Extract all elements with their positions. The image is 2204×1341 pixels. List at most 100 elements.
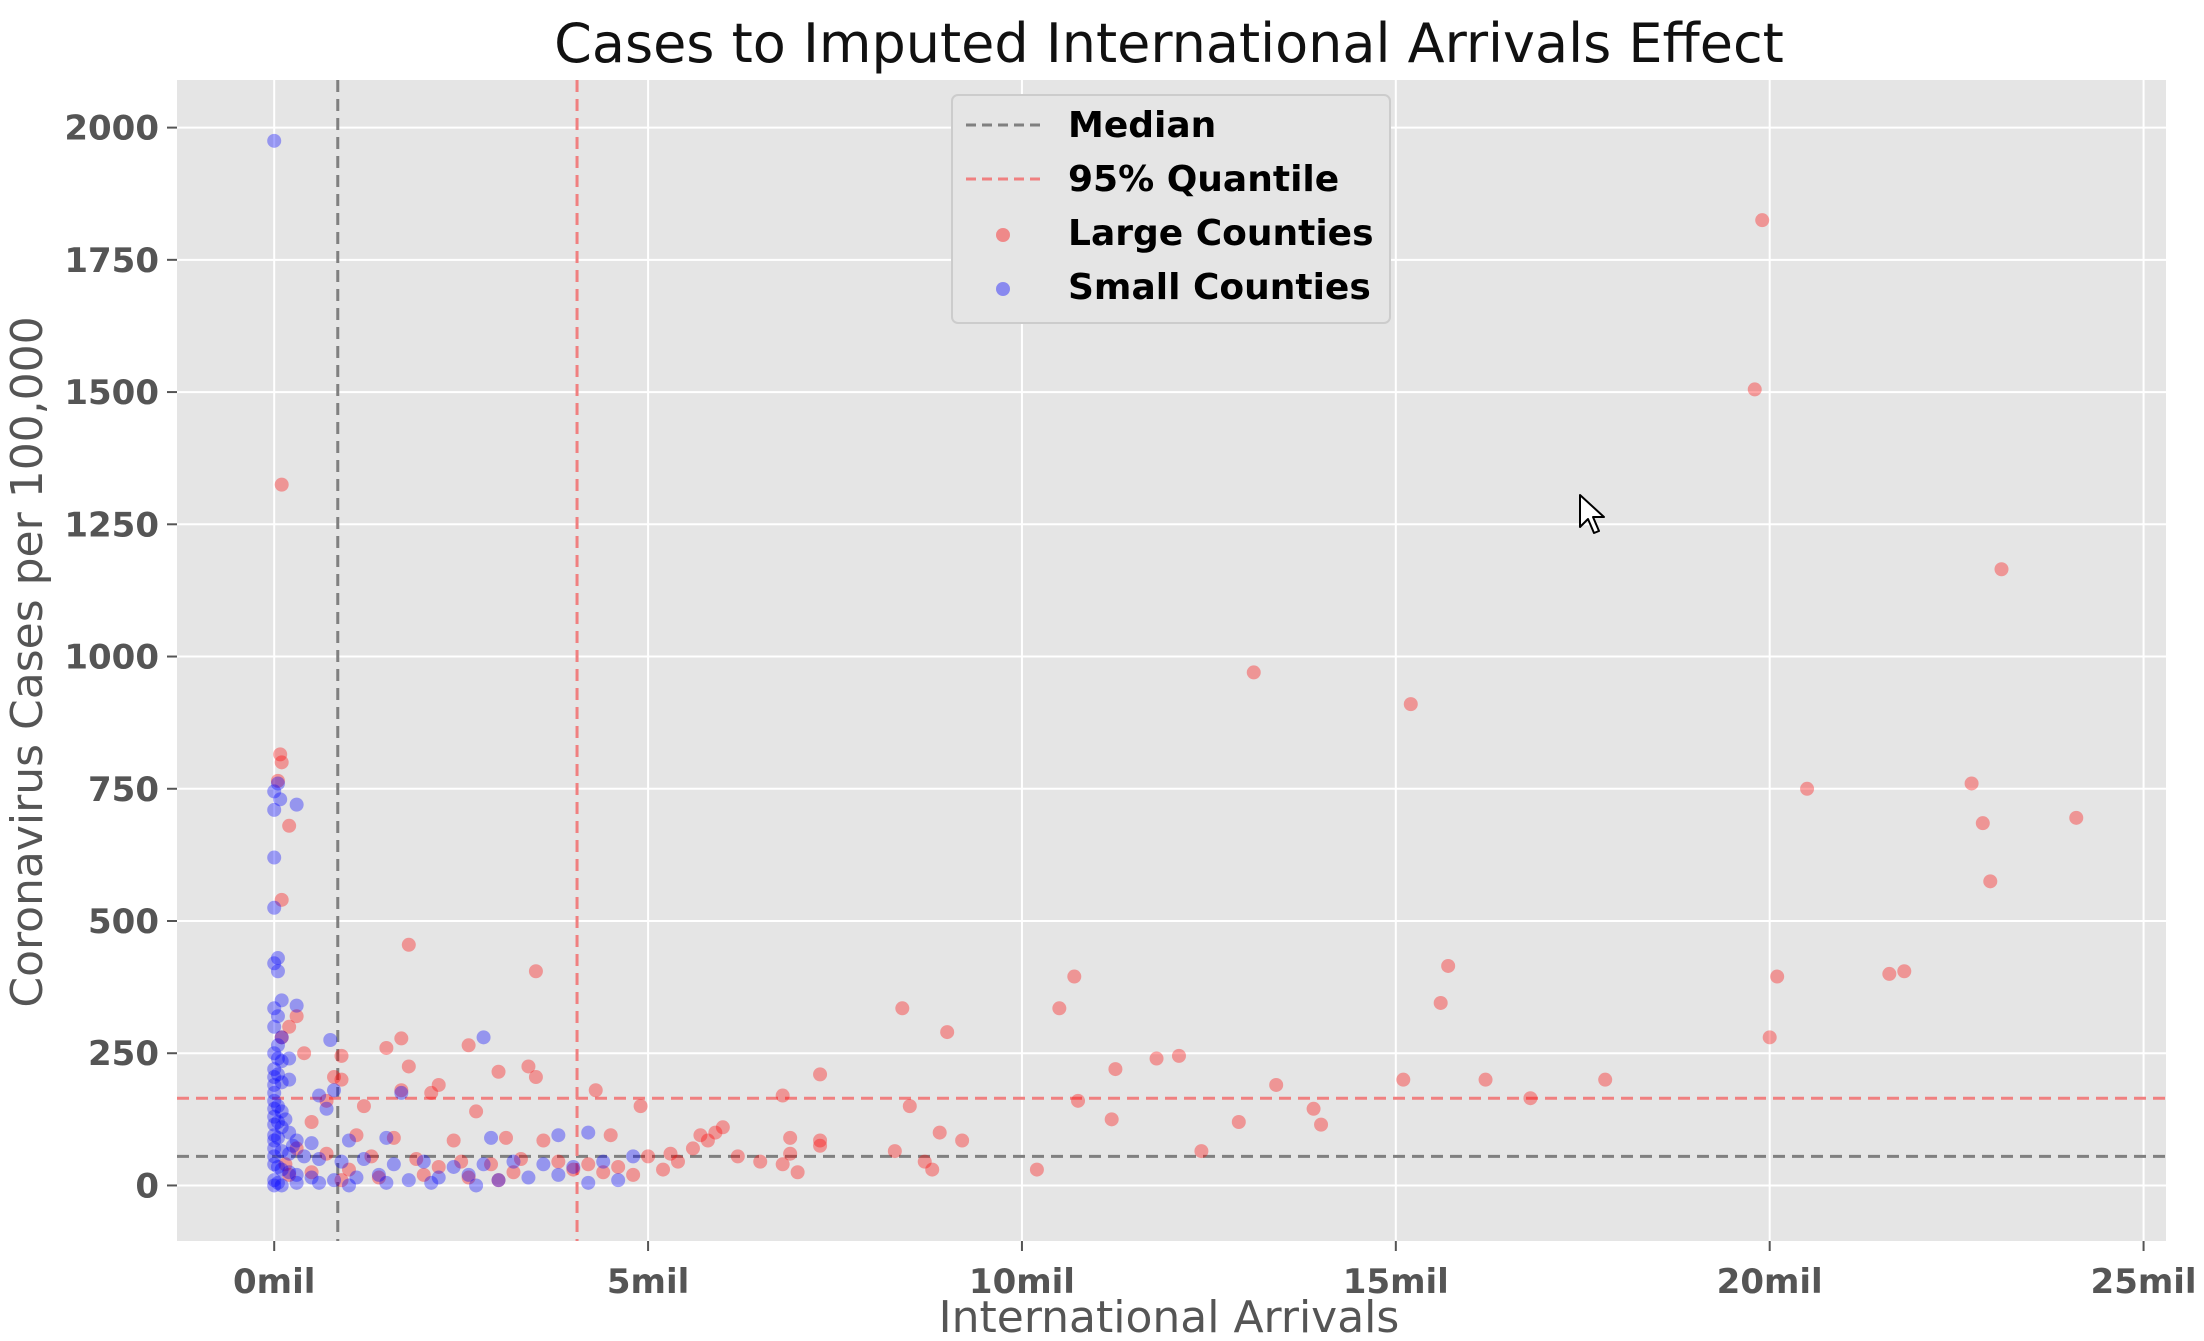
data-point — [267, 900, 282, 915]
data-point — [297, 1149, 312, 1164]
data-point — [270, 1067, 285, 1082]
data-point — [282, 1146, 297, 1161]
data-point — [270, 1009, 285, 1024]
data-point — [461, 1170, 476, 1185]
legend-median-label: Median — [1068, 105, 1216, 146]
data-point — [334, 1173, 349, 1188]
data-point — [1171, 1048, 1186, 1063]
data-point — [334, 1048, 349, 1063]
data-point — [274, 1144, 289, 1159]
data-point — [379, 1175, 394, 1190]
x-tick-label: 15mil — [1343, 1262, 1449, 1302]
data-point — [581, 1125, 596, 1140]
data-point — [282, 1051, 297, 1066]
data-point — [267, 1085, 282, 1100]
data-point — [528, 1070, 543, 1085]
data-point — [424, 1085, 439, 1100]
data-point — [267, 1046, 282, 1061]
data-point — [1104, 1112, 1119, 1127]
data-point — [1964, 776, 1979, 791]
data-point — [1246, 665, 1261, 680]
data-point — [1983, 874, 1998, 889]
data-point — [566, 1162, 581, 1177]
data-point — [267, 1141, 282, 1156]
data-point — [274, 755, 289, 770]
data-point — [484, 1157, 499, 1172]
legend: Median 95% Quantile Large Counties Small… — [951, 94, 1391, 324]
data-point — [551, 1167, 566, 1182]
x-tick-label: 25mil — [2091, 1262, 2197, 1302]
y-axis-ticks: 0 250 500 750 1000 1250 1500 1750 2000 — [64, 109, 177, 1206]
data-point — [323, 1033, 338, 1048]
data-point — [1897, 964, 1912, 979]
data-point — [611, 1173, 626, 1188]
data-point — [446, 1159, 461, 1174]
data-point — [371, 1167, 386, 1182]
data-point — [267, 802, 282, 817]
data-point — [917, 1154, 932, 1169]
data-point — [633, 1099, 648, 1114]
data-point — [708, 1125, 723, 1140]
data-point — [1478, 1072, 1493, 1087]
data-point — [270, 951, 285, 966]
data-point — [461, 1038, 476, 1053]
data-point — [267, 850, 282, 865]
data-point — [267, 1001, 282, 1016]
data-point — [282, 818, 297, 833]
data-point — [379, 1130, 394, 1145]
data-point — [289, 1175, 304, 1190]
data-point — [356, 1152, 371, 1167]
data-point — [274, 892, 289, 907]
data-point — [783, 1130, 798, 1145]
data-point — [469, 1104, 484, 1119]
data-point — [1523, 1091, 1538, 1106]
data-point — [783, 1146, 798, 1161]
y-tick-label: 1500 — [64, 373, 159, 413]
y-tick-label: 750 — [88, 770, 159, 810]
data-point — [278, 1112, 293, 1127]
data-point — [1433, 995, 1448, 1010]
data-point — [1269, 1077, 1284, 1092]
data-point — [1994, 562, 2009, 577]
data-point — [506, 1154, 521, 1169]
data-point — [813, 1067, 828, 1082]
data-point — [813, 1138, 828, 1153]
data-point — [536, 1133, 551, 1148]
data-point — [902, 1099, 917, 1114]
data-point — [603, 1128, 618, 1143]
y-tick-label: 1250 — [64, 505, 159, 545]
data-point — [289, 998, 304, 1013]
data-point — [319, 1146, 334, 1161]
data-point — [274, 1104, 289, 1119]
data-point — [1882, 966, 1897, 981]
y-tick-label: 1000 — [64, 638, 159, 678]
data-point — [267, 956, 282, 971]
y-tick-label: 1750 — [64, 241, 159, 281]
data-point — [274, 1120, 289, 1135]
data-point — [491, 1064, 506, 1079]
x-tick-label: 20mil — [1717, 1262, 1823, 1302]
data-point — [394, 1085, 409, 1100]
data-point — [289, 1009, 304, 1024]
data-point — [1029, 1162, 1044, 1177]
data-point — [1052, 1001, 1067, 1016]
y-tick-label: 250 — [88, 1034, 159, 1074]
data-point — [267, 1149, 282, 1164]
data-points — [267, 133, 2084, 1193]
data-point — [521, 1059, 536, 1074]
data-point — [270, 1038, 285, 1053]
data-point — [1403, 697, 1418, 712]
data-point — [611, 1159, 626, 1174]
data-point — [656, 1162, 671, 1177]
legend-box — [951, 94, 1391, 324]
data-point — [955, 1133, 970, 1148]
y-tick-label: 500 — [88, 902, 159, 942]
data-point — [581, 1157, 596, 1172]
data-point — [274, 1030, 289, 1045]
data-point — [379, 1040, 394, 1055]
data-point — [267, 1062, 282, 1077]
data-point — [1770, 969, 1785, 984]
data-point — [424, 1175, 439, 1190]
reference-lines — [177, 80, 2166, 1241]
data-point — [270, 1159, 285, 1174]
